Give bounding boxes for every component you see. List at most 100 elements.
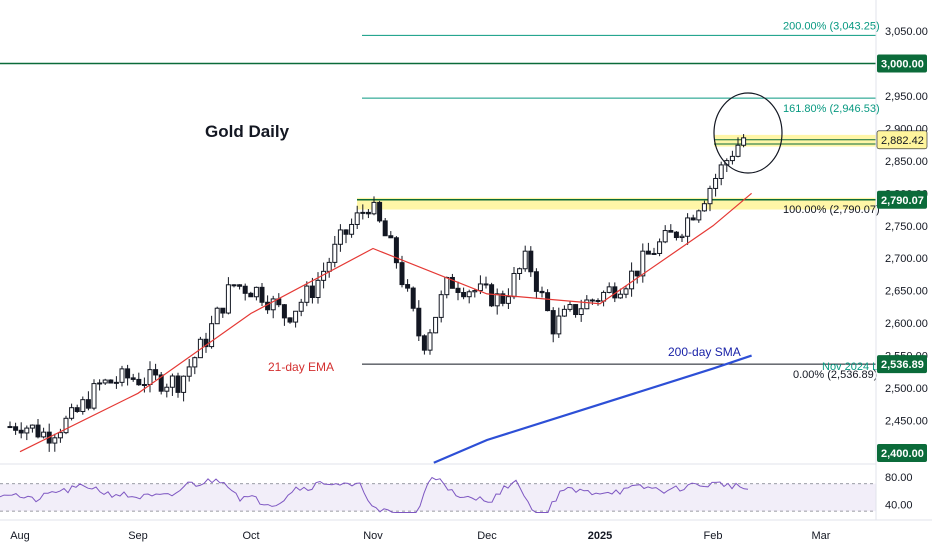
candle-body [466, 291, 472, 298]
fib-label: 100.00% (2,790.07) [783, 204, 880, 216]
candle-body [729, 155, 735, 162]
time-tick-label: Nov [363, 530, 383, 542]
candle-body [567, 304, 573, 310]
candle-body [91, 383, 97, 409]
candle-body [449, 276, 455, 289]
time-axis[interactable]: Aug Sep Oct Nov Dec 2025 Feb Mar [10, 530, 831, 542]
candle-body [29, 424, 35, 429]
candle-body [360, 211, 366, 214]
candle-body [203, 338, 209, 348]
candle-body [309, 285, 315, 298]
price-tag [877, 444, 927, 462]
rsi-tick-label: 80.00 [885, 472, 913, 484]
rsi-panel: 80.00 40.00 [0, 472, 913, 513]
candle-body [617, 293, 623, 299]
candle-body [74, 407, 80, 412]
candle-body [80, 399, 86, 412]
candle-body [388, 235, 394, 239]
price-tag-label: 3,000.00 [881, 58, 924, 70]
candle-body [483, 283, 489, 286]
candle-body [696, 210, 702, 221]
candle-body [640, 250, 646, 277]
candle-body [416, 307, 422, 337]
candle-body [69, 407, 75, 419]
price-tag-label: 2,536.89 [881, 359, 924, 371]
candle-body [343, 229, 349, 235]
price-axis[interactable]: 3,050.002,950.002,900.002,850.002,800.00… [885, 26, 928, 428]
candle-body [304, 285, 310, 303]
candle-body [52, 437, 58, 444]
candle-body [113, 381, 119, 384]
candle-body [18, 429, 24, 434]
support-zones [357, 134, 876, 210]
candle-body [97, 382, 103, 385]
fib-label: 0.00% (2,536.89) [793, 369, 877, 381]
candle-body [634, 270, 640, 277]
candle-body [561, 308, 567, 317]
time-tick-label: Oct [242, 530, 259, 542]
price-tick-label: 2,600.00 [885, 318, 928, 330]
candle-body [175, 375, 181, 393]
candle-body [253, 286, 259, 298]
candle-body [209, 323, 215, 348]
candle-body [421, 335, 427, 351]
candle-body [629, 270, 635, 290]
candle-body [584, 299, 590, 310]
candle-body [181, 375, 187, 393]
candle-body [623, 288, 629, 295]
candle-body [595, 299, 601, 302]
candle-body [651, 252, 657, 255]
price-tag [877, 190, 927, 209]
candle-body [13, 426, 19, 431]
candle-body [382, 220, 388, 237]
candle-body [7, 426, 13, 429]
ema-21-line [19, 192, 752, 453]
time-tick-label: Feb [704, 530, 723, 542]
candle-body [472, 290, 478, 293]
candle-body [657, 241, 663, 254]
candle-body [57, 432, 63, 439]
time-tick-label: Dec [477, 530, 497, 542]
candle-body [141, 384, 147, 387]
moving-average-lines [19, 192, 752, 464]
candle-body [102, 379, 108, 384]
price-tag-label: 2,882.42 [881, 135, 924, 147]
price-tag [877, 355, 927, 374]
candle-body [248, 292, 254, 298]
candle-body [41, 431, 47, 438]
candle-body [24, 427, 30, 434]
candle-body [326, 261, 332, 272]
candle-body [522, 250, 528, 270]
candle-body [231, 284, 237, 287]
candle-body [399, 262, 405, 286]
price-tag [877, 54, 927, 73]
candle-body [606, 286, 612, 293]
price-tags: 3,000.00 2,882.42 2,790.07 2,536.89 2,400.00 [876, 54, 928, 462]
candle-body [578, 308, 584, 316]
support-zone-2790 [357, 197, 876, 210]
candle-body [589, 299, 595, 302]
price-tag [876, 130, 928, 150]
candle-body [489, 284, 495, 307]
annotations: 21-day EMA 200-day SMA Nov 2024 L [268, 92, 878, 374]
candle-body [169, 375, 175, 388]
candle-body [533, 271, 539, 292]
candle-body [186, 366, 192, 377]
candle-body [673, 231, 679, 239]
fib-label: 200.00% (3,043.25) [783, 20, 880, 32]
candle-body [108, 379, 114, 384]
candle-body [293, 310, 299, 323]
candle-body [281, 304, 287, 319]
candle-body [393, 237, 399, 264]
nov-low-label: Nov 2024 L [822, 361, 878, 373]
candle-body [130, 377, 136, 380]
candle-body [455, 287, 461, 293]
candle-body [685, 217, 691, 237]
candle-body [701, 203, 707, 212]
candle-body [517, 268, 523, 274]
candle-body [539, 290, 545, 294]
candle-body [410, 287, 416, 309]
sma-label: 200-day SMA [668, 345, 741, 359]
